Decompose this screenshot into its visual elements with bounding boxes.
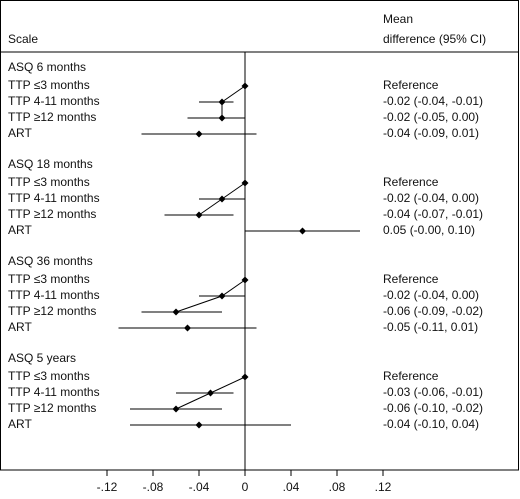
row-label: ART <box>8 223 32 237</box>
x-tick-label: -.04 <box>189 480 210 494</box>
trend-line <box>175 279 246 313</box>
value-label: -0.06 (-0.10, -0.02) <box>383 401 483 415</box>
row-label: TTP 4-11 months <box>8 288 100 302</box>
estimate-marker <box>184 324 191 332</box>
group-label: ASQ 18 months <box>8 157 93 171</box>
group-label: ASQ 6 months <box>8 60 86 74</box>
x-tick-label: 0 <box>242 480 249 494</box>
x-tick-label: .08 <box>329 480 346 494</box>
row-label: TTP 4-11 months <box>8 191 100 205</box>
estimate-marker <box>299 227 306 235</box>
trend-line <box>198 182 246 216</box>
value-label: -0.05 (-0.11, 0.01) <box>383 320 478 334</box>
estimate-marker <box>195 130 203 138</box>
group-label: ASQ 36 months <box>8 254 93 268</box>
value-label: Reference <box>383 272 439 286</box>
value-label: -0.04 (-0.10, 0.04) <box>383 417 479 431</box>
label-header: Scale <box>8 32 38 46</box>
row-label: TTP ≥12 months <box>8 110 96 124</box>
value-label: -0.02 (-0.04, 0.00) <box>383 288 479 302</box>
value-label: 0.05 (-0.00, 0.10) <box>383 223 475 237</box>
row-label: TTP ≤3 months <box>8 369 90 383</box>
row-label: TTP ≥12 months <box>8 207 96 221</box>
value-label: Reference <box>383 78 439 92</box>
value-label: Reference <box>383 369 439 383</box>
trend-line <box>175 376 246 410</box>
value-label: -0.04 (-0.07, -0.01) <box>383 207 483 221</box>
x-tick-label: .04 <box>283 480 300 494</box>
value-label: -0.03 (-0.06, -0.01) <box>383 385 483 399</box>
row-label: ART <box>8 417 32 431</box>
row-label: TTP 4-11 months <box>8 385 100 399</box>
x-tick-label: .12 <box>375 480 392 494</box>
row-label: TTP ≥12 months <box>8 304 96 318</box>
row-label: TTP ≤3 months <box>8 78 90 92</box>
frame <box>0 0 519 471</box>
value-label: -0.02 (-0.04, -0.01) <box>383 94 483 108</box>
row-label: TTP ≤3 months <box>8 272 90 286</box>
value-label: -0.02 (-0.04, 0.00) <box>383 191 479 205</box>
value-header: Mean <box>383 12 413 26</box>
row-label: ART <box>8 320 32 334</box>
row-label: TTP ≥12 months <box>8 401 96 415</box>
x-tick-label: -.12 <box>97 480 118 494</box>
estimate-marker <box>195 421 203 429</box>
value-label: -0.04 (-0.09, 0.01) <box>383 126 479 140</box>
group-label: ASQ 5 years <box>8 351 76 365</box>
row-label: TTP ≤3 months <box>8 175 90 189</box>
x-tick-label: -.08 <box>143 480 164 494</box>
row-label: TTP 4-11 months <box>8 94 100 108</box>
row-label: ART <box>8 126 32 140</box>
value-label: Reference <box>383 175 439 189</box>
value-header: difference (95% CI) <box>383 32 486 46</box>
value-label: -0.06 (-0.09, -0.02) <box>383 304 483 318</box>
value-label: -0.02 (-0.05, 0.00) <box>383 110 479 124</box>
trend-line <box>221 85 246 118</box>
